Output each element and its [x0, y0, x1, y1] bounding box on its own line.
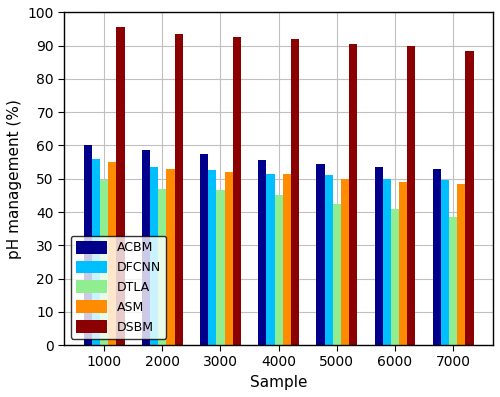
Bar: [108, 162, 116, 345]
Bar: [374, 167, 383, 345]
Bar: [466, 51, 473, 345]
Bar: [84, 145, 92, 345]
Bar: [150, 167, 158, 345]
Bar: [216, 191, 224, 345]
Bar: [116, 27, 124, 345]
Bar: [158, 189, 166, 345]
Bar: [224, 172, 232, 345]
Bar: [282, 174, 291, 345]
Bar: [166, 169, 174, 345]
Bar: [349, 44, 357, 345]
Bar: [232, 37, 241, 345]
Legend: ACBM, DFCNN, DTLA, ASM, DSBM: ACBM, DFCNN, DTLA, ASM, DSBM: [70, 236, 166, 339]
Bar: [391, 209, 399, 345]
Bar: [407, 46, 416, 345]
Bar: [100, 180, 108, 345]
Bar: [258, 160, 266, 345]
Bar: [174, 34, 182, 345]
Bar: [266, 174, 274, 345]
Bar: [92, 159, 100, 345]
X-axis label: Sample: Sample: [250, 375, 308, 390]
Bar: [383, 179, 391, 345]
Bar: [274, 195, 282, 345]
Bar: [458, 184, 466, 345]
Bar: [208, 170, 216, 345]
Bar: [316, 164, 324, 345]
Bar: [441, 180, 449, 345]
Bar: [341, 179, 349, 345]
Bar: [324, 175, 333, 345]
Bar: [399, 182, 407, 345]
Bar: [291, 39, 299, 345]
Bar: [142, 150, 150, 345]
Bar: [200, 154, 208, 345]
Y-axis label: pH management (%): pH management (%): [7, 99, 22, 259]
Bar: [449, 217, 458, 345]
Bar: [333, 204, 341, 345]
Bar: [433, 169, 441, 345]
